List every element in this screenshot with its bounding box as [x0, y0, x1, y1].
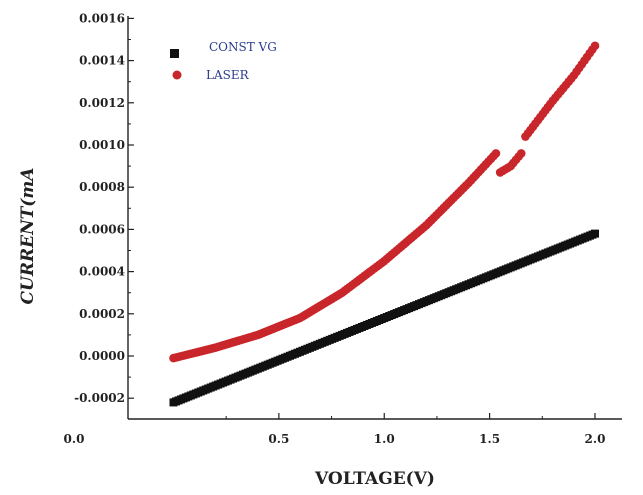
laser-point [491, 149, 501, 158]
legend-label-laser: LASER [206, 68, 250, 82]
legend-label-const-vg: CONST VG [209, 40, 277, 54]
y-tick-label: 0.0008 [79, 180, 125, 194]
x-tick-label: 1.5 [479, 432, 500, 446]
plot-series [169, 41, 600, 407]
y-tick-label: 0.0014 [79, 54, 125, 68]
y-axis-label: CURRENT(mA [18, 168, 38, 305]
x-axis-label: VOLTAGE(V) [314, 469, 435, 489]
x-tick-label: 0.5 [268, 432, 289, 446]
legend: CONST VG LASER [170, 40, 277, 82]
series-const-vg [169, 229, 599, 407]
y-tick-label: 0.0006 [79, 222, 125, 236]
series-laser [169, 41, 600, 363]
tick-marks: 0.00160.00140.00120.00100.00080.00060.00… [64, 11, 606, 446]
y-tick-label: 0.0010 [79, 138, 125, 152]
y-tick-label: 0.0012 [79, 96, 125, 110]
legend-marker-laser [172, 70, 182, 80]
laser-point [590, 41, 600, 51]
x-tick-label: 2.0 [585, 432, 606, 446]
y-tick-label: 0.0016 [79, 11, 125, 25]
x-tick-label: 1.0 [374, 432, 395, 446]
y-tick-label: 0.0002 [79, 307, 125, 321]
y-tick-label: -0.0002 [74, 391, 125, 405]
y-tick-label: 0.0004 [79, 265, 125, 279]
legend-marker-const-vg [170, 49, 179, 58]
laser-point [516, 149, 526, 158]
y-tick-label: 0.0000 [79, 349, 125, 363]
const-vg-point [591, 229, 599, 238]
x-tick-label: 0.0 [64, 432, 85, 446]
axes [127, 16, 622, 420]
